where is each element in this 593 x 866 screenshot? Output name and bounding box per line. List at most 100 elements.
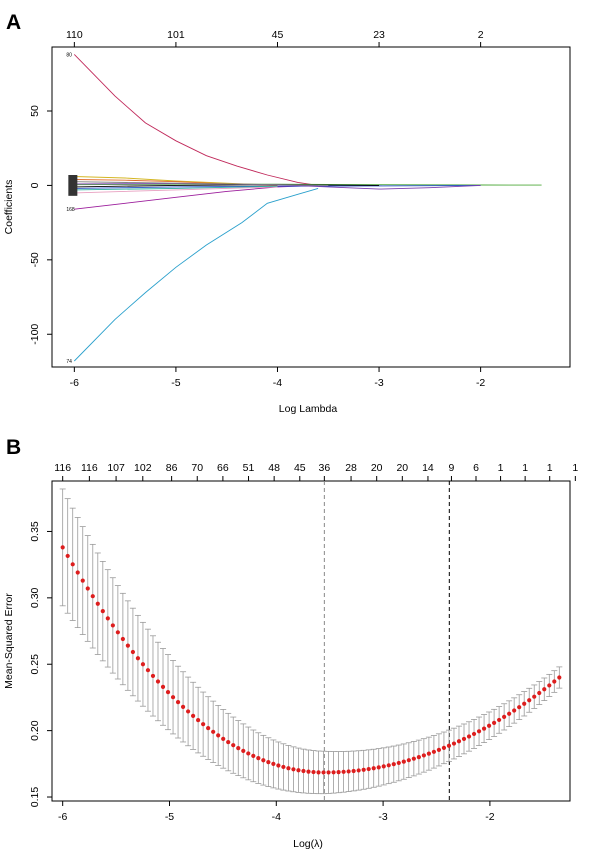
cv-point	[196, 717, 201, 723]
panel-a-stub-cluster: 80 74 168	[66, 52, 78, 365]
panel-a-top-tick-label: 2	[478, 29, 484, 41]
cv-point	[507, 711, 512, 716]
cv-point	[105, 616, 110, 621]
cv-point	[271, 761, 276, 767]
cv-point	[266, 760, 271, 765]
panel-a-y-tick-label: 50	[29, 105, 41, 117]
panel-b-top-tick-label: 1	[547, 462, 553, 474]
panel-b-label: B	[6, 436, 21, 459]
panel-b-top-tick-label: 48	[268, 462, 280, 474]
cv-point	[231, 743, 236, 748]
panel-b-x-tick-label: -5	[165, 811, 174, 823]
cv-point	[416, 754, 421, 760]
panel-b-y-tick-label: 0.15	[29, 787, 41, 808]
cv-point	[492, 720, 497, 726]
panel-a-x-tick-label: -3	[374, 377, 383, 389]
coefficient-path	[74, 183, 542, 186]
cv-point	[276, 763, 281, 768]
panel-b-top-tick-label: 1	[572, 462, 578, 474]
cv-point	[85, 586, 90, 591]
panel-a-x-tick-label: -4	[273, 377, 282, 389]
coefficient-path	[74, 186, 278, 194]
cv-point	[60, 545, 65, 550]
cv-point	[256, 756, 261, 761]
cv-point	[291, 767, 296, 772]
panel-b-top-tick-label: 70	[191, 462, 203, 474]
cv-point	[201, 722, 206, 727]
cv-point	[115, 630, 120, 635]
cv-point	[522, 701, 527, 706]
cv-point	[206, 725, 211, 731]
cv-point	[346, 769, 351, 774]
panel-b-top-tick-label: 66	[217, 462, 229, 474]
cv-point	[221, 736, 226, 741]
cv-point	[557, 675, 562, 680]
panel-b-top-tick-label: 1	[498, 462, 504, 474]
panel-b-cv-points	[60, 545, 562, 775]
panel-b-top-axis: 116 116 107 102 86 70 66 51 48 45 36 28 20 20 14 9 6 1 1 1 1	[54, 462, 578, 481]
panel-b-plot-frame	[51, 480, 571, 802]
cv-point	[326, 770, 331, 775]
coefficient-path-label: 74	[66, 359, 72, 365]
panel-b-y-axis: 0.15 0.20 0.25 0.30 0.35	[29, 521, 52, 807]
cv-point	[306, 769, 311, 774]
panel-a-x-title: Log Lambda	[279, 403, 338, 415]
cv-point	[170, 695, 176, 700]
panel-b-x-tick-label: -3	[378, 811, 387, 823]
cv-point	[140, 662, 146, 667]
cv-point	[436, 747, 442, 752]
panel-b-top-tick-label: 36	[319, 462, 331, 474]
panel-a-y-title: Coefficients	[3, 180, 15, 235]
panel-b-top-tick-label: 116	[54, 462, 71, 474]
cv-point	[486, 723, 492, 728]
cv-point	[446, 743, 452, 748]
cv-point	[155, 679, 161, 684]
cv-point	[226, 739, 231, 745]
cv-point	[431, 749, 437, 754]
cv-point	[150, 673, 156, 679]
cv-point	[421, 753, 426, 758]
cv-point	[411, 756, 416, 761]
panel-a-y-axis: -100 -50 0 50	[29, 105, 52, 345]
cv-point	[426, 751, 431, 756]
panel-b-x-tick-label: -2	[485, 811, 494, 823]
cv-point	[175, 700, 181, 705]
panel-a-x-tick-label: -2	[476, 377, 485, 389]
cv-point	[216, 733, 221, 738]
cv-point	[466, 734, 472, 739]
panel-b-top-tick-label: 116	[81, 462, 98, 474]
coefficient-path-label: 168	[66, 207, 75, 213]
cv-point	[80, 578, 85, 583]
cv-point	[130, 649, 136, 655]
cv-point	[145, 668, 151, 673]
cv-point	[251, 753, 256, 758]
cv-point	[236, 745, 241, 751]
cv-point	[381, 764, 386, 769]
cv-point	[160, 684, 166, 689]
cv-point	[361, 767, 366, 772]
coefficient-path	[74, 184, 481, 189]
panel-b-top-tick-label: 28	[345, 462, 357, 474]
panel-b-top-tick-label: 20	[371, 462, 383, 474]
cv-point	[386, 763, 391, 768]
coefficient-path	[74, 184, 319, 210]
cv-point	[441, 745, 447, 750]
panel-a-y-tick-label: -50	[29, 252, 41, 267]
panel-a-top-tick-label: 23	[373, 29, 385, 41]
panel-b-top-tick-label: 107	[107, 462, 125, 474]
cv-point	[391, 762, 396, 767]
panel-a-top-tick-label: 45	[272, 29, 284, 41]
cv-point	[110, 623, 115, 628]
cv-point	[512, 708, 517, 713]
cv-point	[456, 739, 462, 744]
cv-point	[537, 690, 542, 696]
panel-b-x-title: Log(λ)	[293, 838, 323, 850]
cv-point	[527, 698, 532, 703]
panel-b-top-tick-label: 1	[522, 462, 528, 474]
cv-point	[336, 770, 341, 775]
panel-b-y-tick-label: 0.35	[29, 521, 41, 542]
cv-point	[331, 770, 336, 775]
panel-a-x-axis: -6 -5 -4 -3 -2	[70, 366, 485, 389]
cv-point	[70, 562, 75, 567]
